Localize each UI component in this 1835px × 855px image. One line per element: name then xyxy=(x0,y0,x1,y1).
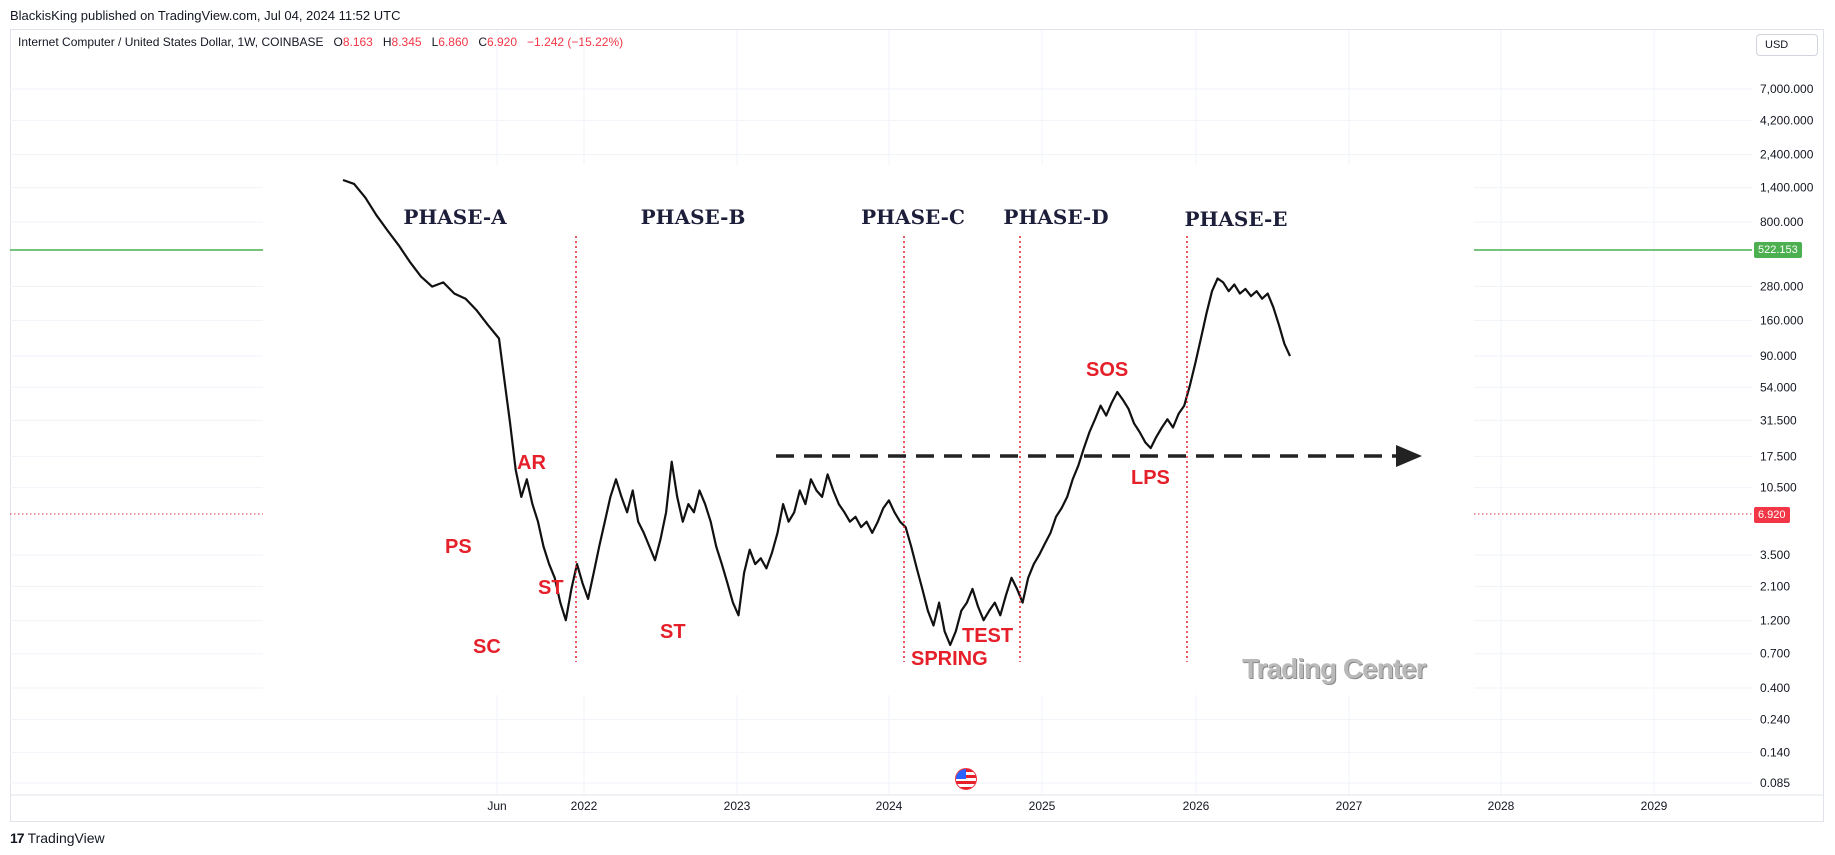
ps-label: PS xyxy=(445,536,472,558)
time-tick-label: 2026 xyxy=(1183,799,1210,813)
trading-center-watermark: Trading Center xyxy=(1242,653,1427,684)
low-value: 6.860 xyxy=(438,35,469,49)
price-tick-label: 3.500 xyxy=(1760,548,1790,562)
symbol-name[interactable]: Internet Computer / United States Dollar… xyxy=(18,35,324,49)
sc-label: SC xyxy=(473,636,501,658)
low-label: L xyxy=(431,35,439,49)
close-label: C xyxy=(478,35,487,49)
time-tick-label: 2025 xyxy=(1029,799,1056,813)
time-tick-label: 2022 xyxy=(571,799,598,813)
high-label: H xyxy=(382,35,392,49)
time-tick-label: 2024 xyxy=(876,799,903,813)
publisher-credit: BlackisKing published on TradingView.com… xyxy=(10,8,401,23)
time-tick-label: 2023 xyxy=(724,799,751,813)
price-tick-label: 0.140 xyxy=(1760,745,1790,759)
brand-name: TradingView xyxy=(27,830,105,846)
price-tick-label: 4,200.000 xyxy=(1760,113,1814,127)
price-tick-label: 54.000 xyxy=(1760,380,1797,394)
phase-c-label: PHASE-C xyxy=(861,205,965,229)
sos-label: SOS xyxy=(1086,359,1128,381)
tradingview-brand[interactable]: 17 TradingView xyxy=(10,830,105,846)
tradingview-logo-icon: 17 xyxy=(10,830,25,846)
time-tick-label: 2028 xyxy=(1488,799,1515,813)
price-tick-label: 2.100 xyxy=(1760,579,1790,593)
price-tick-label: 800.000 xyxy=(1760,215,1804,229)
price-tick-label: 1,400.000 xyxy=(1760,181,1814,195)
ar-label: AR xyxy=(517,452,546,474)
test-label: TEST xyxy=(962,625,1013,647)
open-value: 8.163 xyxy=(342,35,373,49)
close-value: 6.920 xyxy=(487,35,518,49)
price-tick-label: 280.000 xyxy=(1760,279,1804,293)
time-tick-label: 2029 xyxy=(1641,799,1668,813)
price-tick-label: 0.700 xyxy=(1760,647,1790,661)
price-tick-label: 160.000 xyxy=(1760,314,1804,328)
price-tick-label: 0.085 xyxy=(1760,776,1790,790)
spring-label: SPRING xyxy=(911,648,988,670)
phase-e-label: PHASE-E xyxy=(1184,207,1287,231)
lps-label: LPS xyxy=(1131,467,1170,489)
time-tick-label: 2027 xyxy=(1336,799,1363,813)
change-value: −1.242 (−15.22%) xyxy=(527,35,624,49)
price-tick-label: 31.500 xyxy=(1760,413,1797,427)
high-value: 8.345 xyxy=(391,35,422,49)
symbol-legend: Internet Computer / United States Dollar… xyxy=(18,35,623,49)
price-tick-label: 0.400 xyxy=(1760,681,1790,695)
price-tick-label: 7,000.000 xyxy=(1760,82,1814,96)
time-axis: Jun 2022 2023 2024 2025 2026 2027 2028 2029 xyxy=(487,799,1667,813)
open-label: O xyxy=(333,35,343,49)
st-label-1: ST xyxy=(538,577,564,599)
phase-b-label: PHASE-B xyxy=(641,205,746,229)
time-tick-label: Jun xyxy=(487,799,506,813)
price-tick-label: 10.500 xyxy=(1760,481,1797,495)
price-tick-label: 17.500 xyxy=(1760,449,1797,463)
price-tick-label: 1.200 xyxy=(1760,614,1790,628)
green-price-tag: 522.153 xyxy=(1754,242,1802,258)
price-tick-label: 90.000 xyxy=(1760,349,1797,363)
phase-a-label: PHASE-A xyxy=(403,205,507,229)
st-label-2: ST xyxy=(660,621,686,643)
price-tick-label: 2,400.000 xyxy=(1760,148,1814,162)
arrow-head-icon xyxy=(1396,445,1422,467)
currency-button[interactable]: USD xyxy=(1756,34,1818,56)
us-flag-icon[interactable] xyxy=(955,768,977,790)
wyckoff-overlay-bg xyxy=(263,165,1474,695)
price-series-line xyxy=(342,178,1292,647)
price-tick-label: 0.240 xyxy=(1760,712,1790,726)
red-price-tag: 6.920 xyxy=(1754,507,1790,523)
phase-d-label: PHASE-D xyxy=(1003,205,1108,229)
price-axis: 7,000.000 4,200.000 2,400.000 1,400.000 800.… xyxy=(1760,82,1814,790)
chart-frame xyxy=(10,29,1824,822)
